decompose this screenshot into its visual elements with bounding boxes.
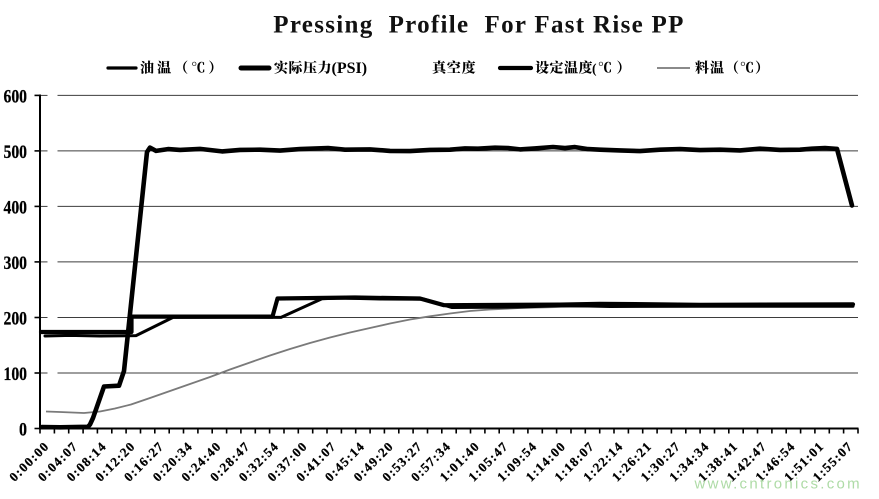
svg-text:(PSI): (PSI) [332, 60, 368, 77]
svg-text:300: 300 [4, 253, 28, 274]
svg-text:(: ( [592, 61, 597, 76]
svg-text:www.cntronics.com: www.cntronics.com [694, 476, 862, 493]
svg-text:600: 600 [4, 86, 28, 107]
svg-text:500: 500 [4, 142, 28, 163]
svg-text:200: 200 [4, 308, 28, 329]
svg-text:100: 100 [4, 364, 28, 385]
svg-text:0: 0 [19, 419, 27, 440]
svg-text:400: 400 [4, 197, 28, 218]
svg-text:Pressing Profile For Fast Ri: Pressing Profile For Fast Rise PP [273, 12, 684, 39]
